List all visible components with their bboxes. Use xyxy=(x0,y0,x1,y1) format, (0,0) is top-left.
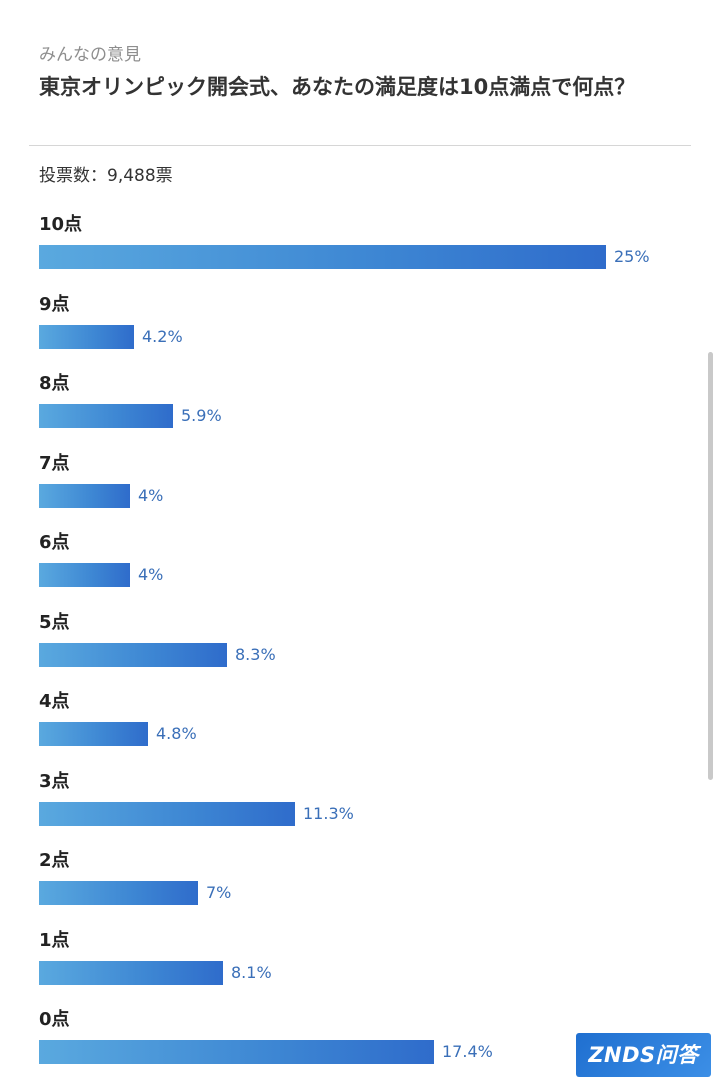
bar-category-label: 8点 xyxy=(39,373,70,394)
bar-row: 1点 8.1% xyxy=(39,926,699,996)
znds-watermark-logo: ZNDS问答 xyxy=(576,1033,711,1077)
poll-question: 東京オリンピック開会式、あなたの満足度は10点満点で何点？ xyxy=(39,75,636,99)
bar-value-label: 17.4% xyxy=(442,1042,493,1061)
bar-value-label: 4% xyxy=(138,485,164,505)
bar-category-label: 1点 xyxy=(39,929,70,951)
bar-row: 6点 4% xyxy=(39,528,699,598)
bar-category-label: 5点 xyxy=(39,611,70,633)
bar xyxy=(39,563,130,587)
bar-category-label: 0点 xyxy=(39,1009,70,1030)
bar xyxy=(39,324,134,349)
bar-category-label: 3点 xyxy=(39,770,70,792)
bar xyxy=(39,404,173,428)
bar-value-label: 5.9% xyxy=(181,406,222,425)
scrollbar[interactable] xyxy=(708,352,713,780)
bar-row: 0点 17.4% xyxy=(39,1005,699,1075)
bar-category-label: 9点 xyxy=(39,293,70,315)
bar-value-label: 25% xyxy=(614,247,650,266)
bar-value-label: 11.3% xyxy=(303,803,354,823)
section-kicker: みんなの意見 xyxy=(39,45,141,65)
bar-row: 8点 5.9% xyxy=(39,369,699,439)
bar-category-label: 2点 xyxy=(39,850,70,871)
bar-row: 2点 7% xyxy=(39,846,699,916)
bar-row: 3点 11.3% xyxy=(39,767,699,837)
bar xyxy=(39,801,295,826)
header-divider xyxy=(29,145,691,146)
bar-category-label: 6点 xyxy=(39,532,70,553)
bar-value-label: 7% xyxy=(206,883,232,902)
bar-category-label: 4点 xyxy=(39,691,70,712)
bar xyxy=(39,960,223,985)
bar xyxy=(39,483,130,508)
bar xyxy=(39,1040,434,1064)
bar-category-label: 10点 xyxy=(39,214,83,235)
bar xyxy=(39,722,148,746)
bar-value-label: 8.3% xyxy=(235,644,276,664)
bar xyxy=(39,642,227,667)
bar-category-label: 7点 xyxy=(39,452,70,474)
bar-value-label: 8.1% xyxy=(231,962,272,982)
bar-value-label: 4.8% xyxy=(156,724,197,743)
bar-value-label: 4% xyxy=(138,565,164,584)
bar-row: 4点 4.8% xyxy=(39,687,699,757)
bar xyxy=(39,245,606,269)
vote-count: 投票数：9,488票 xyxy=(39,166,173,186)
bar xyxy=(39,881,198,905)
bar-row: 10点 25% xyxy=(39,210,699,280)
bar-row: 7点 4% xyxy=(39,449,699,519)
bar-row: 9点 4.2% xyxy=(39,290,699,360)
bar-row: 5点 8.3% xyxy=(39,608,699,678)
bar-value-label: 4.2% xyxy=(142,326,183,346)
